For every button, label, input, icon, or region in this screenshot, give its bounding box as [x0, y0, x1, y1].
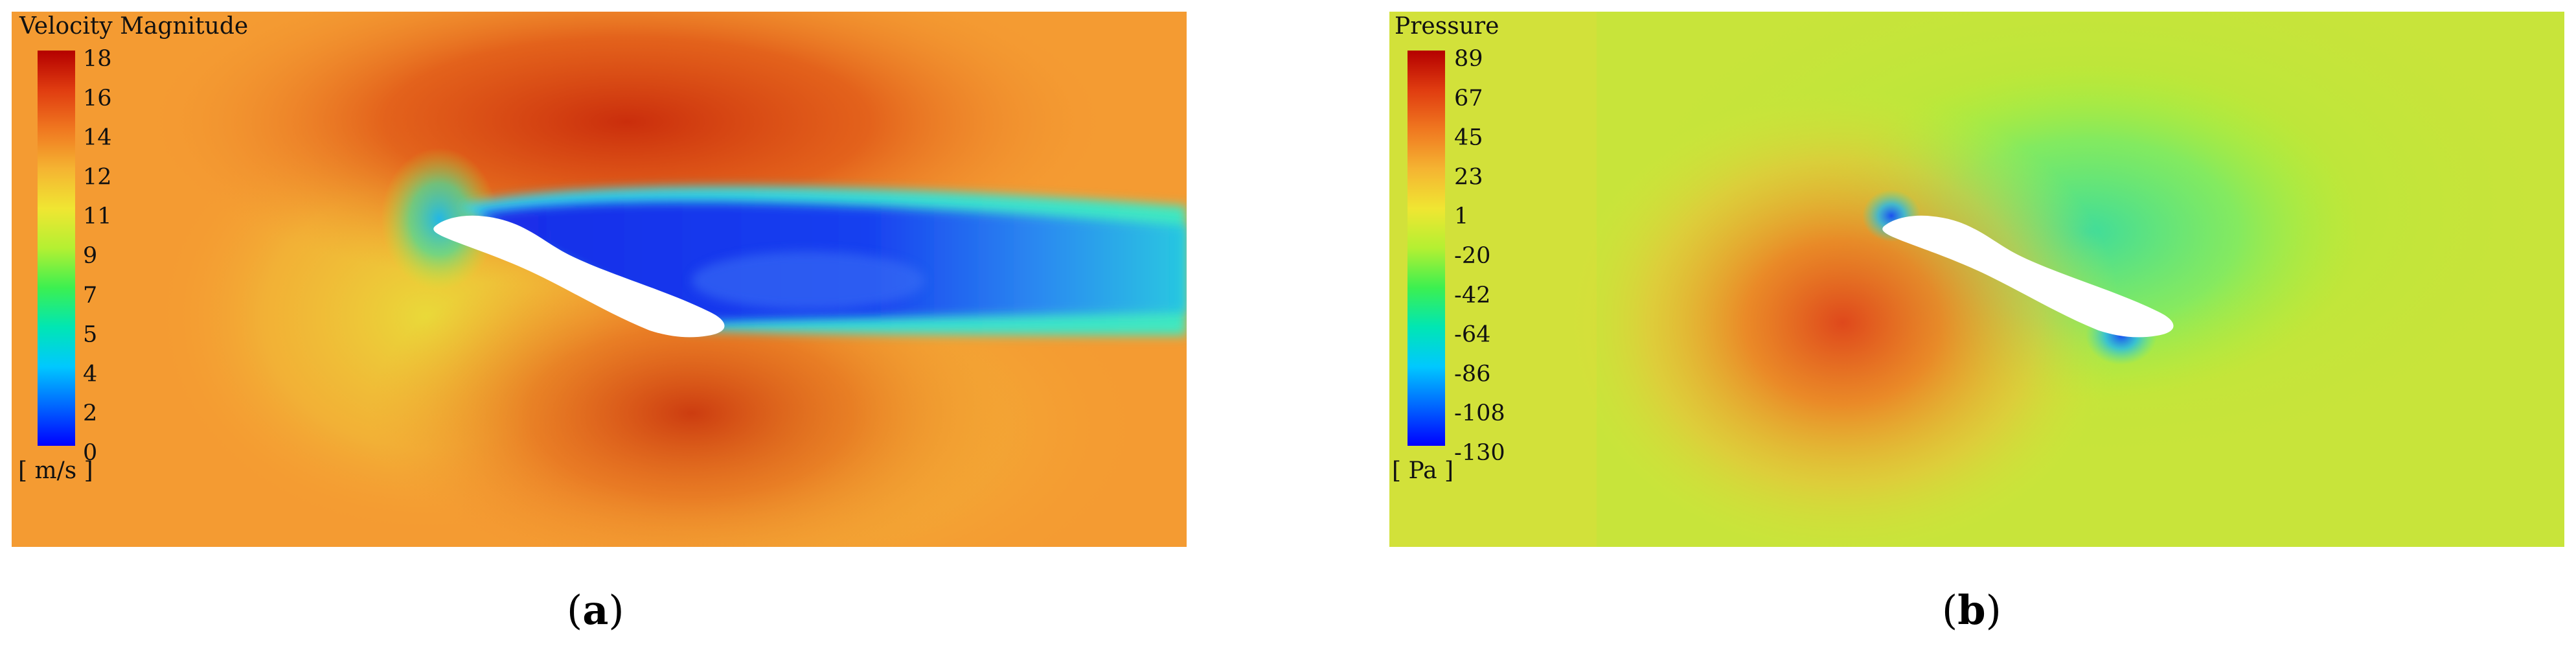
colorbar-tick-label: 9 [83, 243, 97, 269]
colorbar-tick-label: 11 [83, 203, 112, 229]
colorbar-tick-label: -42 [1454, 283, 1490, 308]
high-pressure-region [1564, 89, 2121, 547]
colorbar-gradient [38, 51, 75, 446]
colorbar-tick-label: 12 [83, 164, 112, 190]
panel-caption-b: (b) [1942, 586, 2001, 634]
pressure-contour-plot: Pressure 89 67 45 23 1 -20 -42 -64 -86 -108 -130 [… [1389, 12, 2564, 547]
colorbar-tick-label: 45 [1454, 125, 1483, 151]
pressure-contour-panel: Pressure 89 67 45 23 1 -20 -42 -64 -86 -108 -130 [… [1389, 12, 2564, 547]
stagnation-region [381, 148, 497, 290]
airfoil-profile [433, 215, 725, 338]
colorbar-tick-label: 67 [1454, 86, 1483, 111]
colorbar: Velocity Magnitude 18 16 14 12 11 9 7 5 4 2 0 [ m/… [18, 13, 248, 484]
colorbar-tick-label: 1 [1454, 203, 1468, 229]
colorbar: Pressure 89 67 45 23 1 -20 -42 -64 -86 -108 -130 [… [1392, 13, 1505, 484]
colorbar-tick-label: -64 [1454, 322, 1490, 348]
colorbar-tick-label: -130 [1454, 440, 1505, 466]
airfoil-profile [1882, 215, 2174, 338]
colorbar-ticks: 89 67 45 23 1 -20 -42 -64 -86 -108 -130 [1454, 46, 1505, 466]
colorbar-tick-label: 89 [1454, 46, 1483, 72]
colorbar-tick-label: 4 [83, 361, 97, 387]
colorbar-unit: [ m/s ] [18, 457, 93, 484]
colorbar-gradient [1408, 51, 1445, 446]
colorbar-tick-label: 14 [83, 125, 112, 151]
colorbar-unit: [ Pa ] [1392, 457, 1453, 484]
colorbar-tick-label: 7 [83, 283, 97, 308]
colorbar-tick-label: 0 [83, 440, 97, 466]
colorbar-tick-label: 18 [83, 46, 112, 72]
colorbar-ticks: 18 16 14 12 11 9 7 5 4 2 0 [83, 46, 112, 466]
velocity-contour-panel: Velocity Magnitude 18 16 14 12 11 9 7 5 4 2 0 [ m/… [12, 12, 1187, 547]
colorbar-tick-label: 16 [83, 86, 112, 111]
colorbar-tick-label: -20 [1454, 243, 1490, 269]
colorbar-tick-label: 23 [1454, 164, 1483, 190]
panel-caption-a: (a) [567, 586, 624, 634]
colorbar-tick-label: 5 [83, 322, 97, 348]
colorbar-title: Pressure [1395, 13, 1499, 40]
colorbar-tick-label: -108 [1454, 400, 1505, 426]
velocity-contour-plot: Velocity Magnitude 18 16 14 12 11 9 7 5 4 2 0 [ m/… [12, 12, 1187, 547]
colorbar-tick-label: -86 [1454, 361, 1490, 387]
colorbar-title: Velocity Magnitude [19, 13, 248, 40]
colorbar-tick-label: 2 [83, 400, 97, 426]
